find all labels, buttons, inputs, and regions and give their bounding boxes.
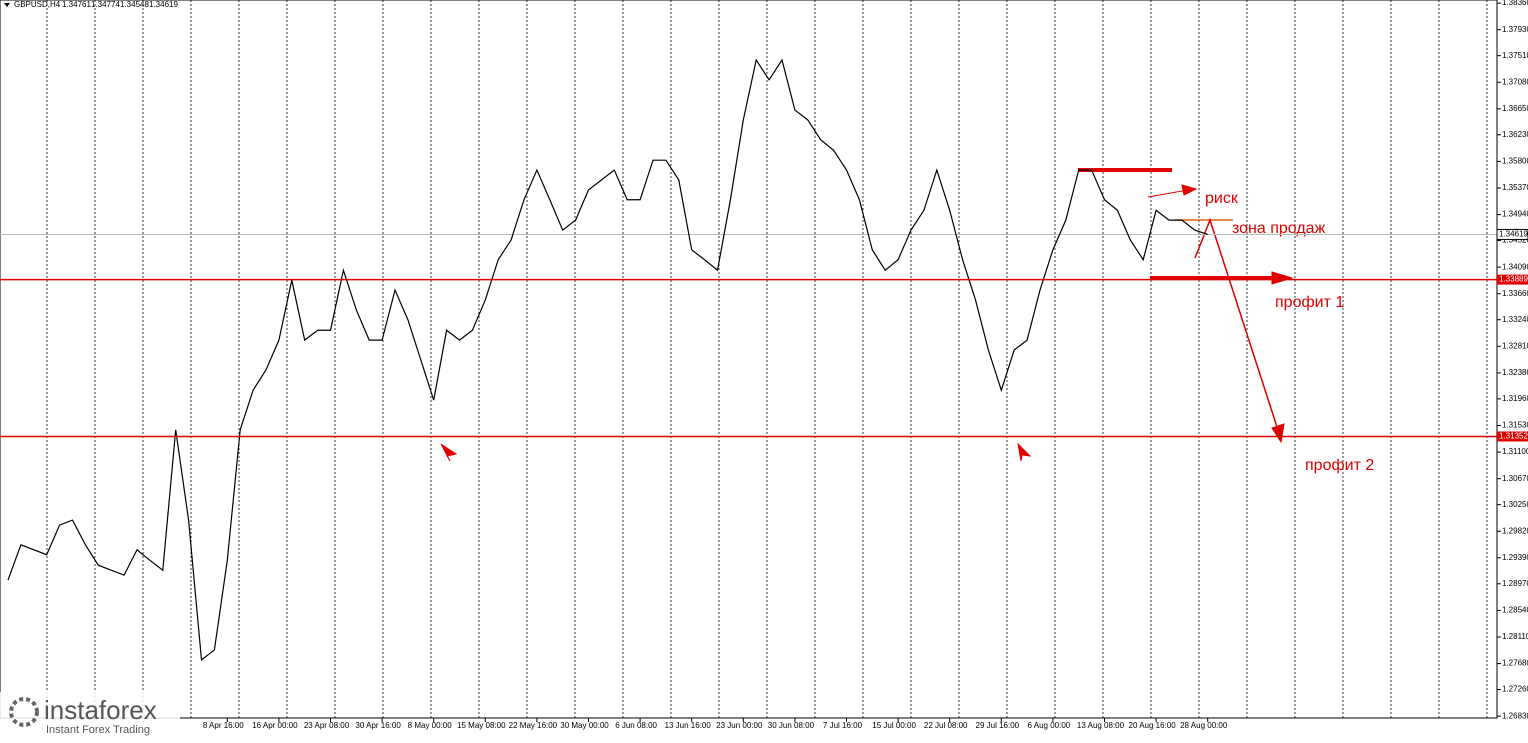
x-tick-label: 6 Jun 08:00	[615, 721, 657, 730]
profit1-arrow	[1271, 271, 1294, 285]
x-tick-label: 23 Apr 08:00	[304, 721, 350, 730]
y-tick-label: 1.32810	[1502, 341, 1528, 350]
drawings	[440, 168, 1294, 462]
annotation: профит 1	[1275, 294, 1344, 311]
annotation: профит 2	[1305, 457, 1374, 474]
y-tick-label: 1.26830	[1502, 711, 1528, 720]
close: 1.34619	[149, 0, 178, 9]
y-tick-label: 1.28970	[1502, 579, 1528, 588]
annotation: зона продаж	[1232, 220, 1326, 237]
y-tick-label: 1.29820	[1502, 526, 1528, 535]
risk-arrow	[1181, 184, 1198, 196]
x-tick-label: 15 Jul 00:00	[872, 721, 916, 730]
low: 1.34548	[120, 0, 149, 9]
symbol: GBPUSD,H4	[14, 0, 61, 9]
y-tick-label: 1.35370	[1502, 183, 1528, 192]
x-tick-label: 29 Jul 16:00	[976, 721, 1020, 730]
risk-line	[1147, 189, 1189, 198]
x-tick-label: 30 Apr 16:00	[355, 721, 401, 730]
logo-name: instaforex	[44, 695, 157, 725]
path-line	[1194, 217, 1279, 431]
high: 1.34774	[91, 0, 120, 9]
logo-tagline: Instant Forex Trading	[46, 724, 150, 736]
annotation: риск	[1205, 190, 1239, 207]
profit2-arrow	[1271, 423, 1285, 444]
y-tick-label: 1.36650	[1502, 104, 1528, 113]
y-tick-label: 1.30670	[1502, 474, 1528, 483]
x-tick-label: 28 Aug 00:00	[1180, 721, 1228, 730]
price-tag	[1496, 228, 1528, 240]
y-tick-label: 1.27260	[1502, 685, 1528, 694]
y-tick-label: 1.37930	[1502, 25, 1528, 34]
x-tick-label: 16 Apr 00:00	[252, 721, 298, 730]
y-tick-label: 1.31100	[1502, 447, 1528, 456]
x-tick-label: 6 Aug 00:00	[1028, 721, 1071, 730]
x-tick-label: 15 May 08:00	[457, 721, 506, 730]
open: 1.34761	[62, 0, 91, 9]
x-tick-label: 13 Jun 16:00	[665, 721, 712, 730]
level-tag	[1497, 431, 1528, 442]
x-tick-label: 8 Apr 16:00	[203, 721, 244, 730]
y-tick-label: 1.29390	[1502, 553, 1528, 562]
marker	[440, 443, 458, 462]
y-tick-label: 1.37080	[1502, 77, 1528, 86]
x-tick-label: 23 Jun 00:00	[716, 721, 763, 730]
y-tick-label: 1.34520	[1502, 236, 1528, 245]
level-tag	[1497, 274, 1528, 285]
marker	[1017, 442, 1032, 462]
x-tick-label: 7 Jul 16:00	[823, 721, 863, 730]
y-tick-label: 1.35800	[1502, 157, 1528, 166]
y-tick-label: 1.34940	[1502, 210, 1528, 219]
y-tick-label: 1.31530	[1502, 421, 1528, 430]
x-tick-label: 20 Aug 16:00	[1129, 721, 1177, 730]
plot-frame	[0, 0, 1498, 719]
logo-icon	[9, 697, 39, 727]
price-label: 1.34619	[1499, 230, 1528, 239]
menu-arrow	[4, 3, 10, 7]
x-tick-label: 13 Aug 08:00	[1077, 721, 1125, 730]
y-tick-label: 1.28540	[1502, 606, 1528, 615]
x-tick-label: 30 Jun 08:00	[768, 721, 815, 730]
y-tick-label: 1.37510	[1502, 51, 1528, 60]
y-tick-label: 1.31960	[1502, 394, 1528, 403]
y-tick-label: 1.34090	[1502, 262, 1528, 271]
y-tick-label: 1.32380	[1502, 368, 1528, 377]
level-label: 1.31352	[1499, 432, 1528, 441]
x-tick-label: 30 May 00:00	[560, 721, 609, 730]
level-label: 1.33889	[1499, 275, 1528, 284]
x-tick-label: 22 May 16:00	[509, 721, 558, 730]
y-tick-label: 1.33240	[1502, 315, 1528, 324]
y-tick-label: 1.30250	[1502, 500, 1528, 509]
y-tick-label: 1.36230	[1502, 130, 1528, 139]
y-tick-label: 1.38360	[1502, 0, 1528, 7]
y-tick-label: 1.27680	[1502, 659, 1528, 668]
y-tick-label: 1.28110	[1502, 632, 1528, 641]
y-tick-label: 1.33660	[1502, 289, 1528, 298]
x-tick-label: 22 Jul 08:00	[924, 721, 968, 730]
price-line	[7, 58, 1208, 662]
x-tick-label: 8 May 00:00	[408, 721, 453, 730]
